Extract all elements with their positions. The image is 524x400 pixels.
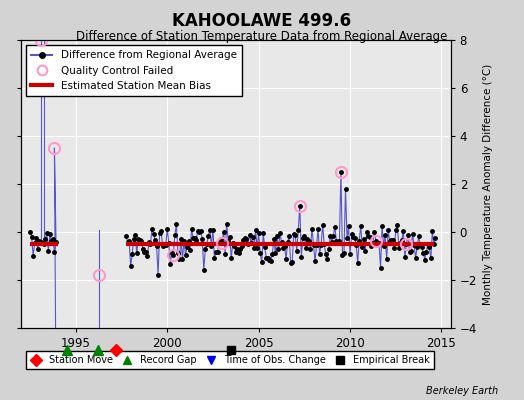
Text: Berkeley Earth: Berkeley Earth [425, 386, 498, 396]
Text: KAHOOLAWE 499.6: KAHOOLAWE 499.6 [172, 12, 352, 30]
Text: Difference of Station Temperature Data from Regional Average: Difference of Station Temperature Data f… [77, 30, 447, 43]
Legend: Station Move, Record Gap, Time of Obs. Change, Empirical Break: Station Move, Record Gap, Time of Obs. C… [26, 352, 434, 369]
Y-axis label: Monthly Temperature Anomaly Difference (°C): Monthly Temperature Anomaly Difference (… [483, 63, 493, 305]
